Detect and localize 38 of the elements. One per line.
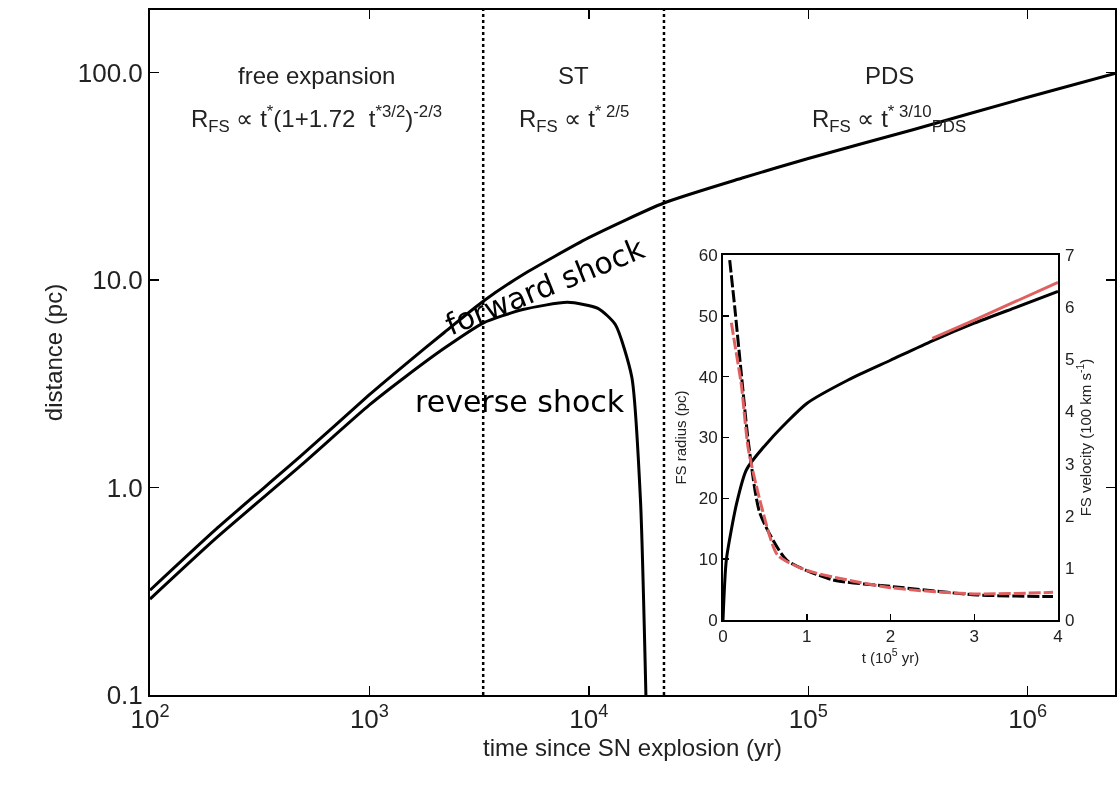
line-series [729, 321, 1055, 596]
y-axis-title: FS radius (pc) [672, 390, 690, 485]
x-tick-label: 4 [1053, 627, 1063, 647]
annotation: R$_{FS}$ ∝ t$^{* 2/5}$ [519, 102, 630, 137]
x-tick-label: 2 [885, 627, 896, 647]
y-axis-title: distance (pc) [40, 283, 68, 422]
x-tick-label: 1 [802, 627, 812, 647]
y-tick-label: 10 [698, 550, 718, 570]
x-tick-label: 10$^{4}$ [569, 701, 609, 735]
y2-tick-label: 1 [1065, 558, 1075, 578]
y-tick-label: 1.0 [106, 472, 143, 503]
x-tick-label: 10$^{6}$ [1008, 701, 1048, 735]
y-tick-label: 30 [698, 428, 718, 448]
y2-tick-label: 0 [1065, 610, 1075, 630]
y2-tick-label: 6 [1065, 298, 1075, 318]
y2-tick-label: 2 [1065, 506, 1075, 526]
x-tick-label: 3 [969, 627, 979, 647]
annotation: PDS [865, 62, 915, 89]
annotation: ST [558, 62, 590, 89]
y-tick-label: 60 [698, 245, 718, 265]
x-tick-label: 10$^{3}$ [349, 701, 389, 735]
annotation: free expansion [238, 62, 396, 89]
series-label: reverse shock [415, 384, 625, 419]
y2-tick-label: 4 [1065, 402, 1075, 422]
annotation: R$_{FS}$ ∝ t$^{*}$(1+1.72 t$^{*3/2}$)$^{-2/3}$ [191, 102, 443, 137]
y-tick-label: 20 [698, 489, 718, 509]
y2-tick-label: 7 [1065, 245, 1075, 265]
line-series [930, 280, 1058, 340]
y-tick-label: 0 [708, 610, 718, 630]
y2-tick-label: 5 [1065, 350, 1075, 370]
y2-tick-label: 3 [1065, 454, 1075, 474]
y-tick-label: 10.0 [92, 265, 143, 296]
x-axis-title: t (10$^{5}$ yr) [861, 646, 920, 666]
y-tick-label: 50 [698, 306, 718, 326]
x-axis-title: time since SN explosion (yr) [483, 734, 782, 762]
x-tick-label: 10$^{5}$ [788, 701, 828, 735]
y-tick-label: 40 [698, 367, 718, 387]
y-tick-label: 100.0 [77, 57, 143, 88]
